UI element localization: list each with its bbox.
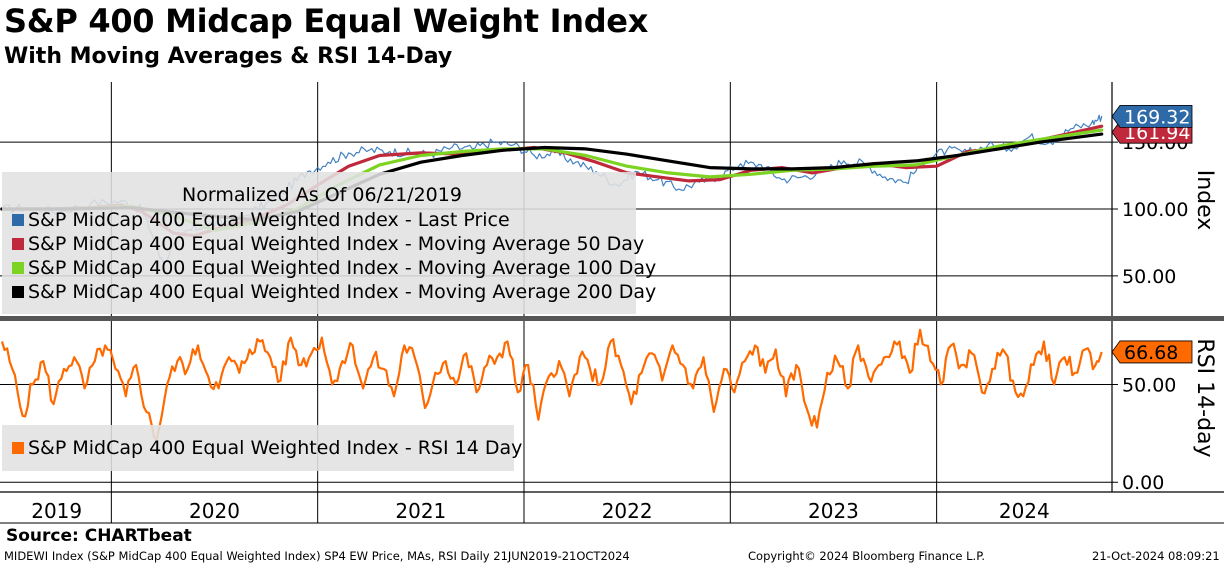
legend-label-ma200: S&P MidCap 400 Equal Weighted Index - Mo… <box>28 281 657 303</box>
legend-heading: Normalized As Of 06/21/2019 <box>182 184 462 206</box>
legend-item-ma200: S&P MidCap 400 Equal Weighted Index - Mo… <box>12 280 656 304</box>
rsi-legend: S&P MidCap 400 Equal Weighted Index - RS… <box>2 425 522 471</box>
legend-label-last-price: S&P MidCap 400 Equal Weighted Index - La… <box>28 209 510 231</box>
x-tick-label: 2021 <box>395 499 446 523</box>
footer-left: MIDEWI Index (S&P MidCap 400 Equal Weigh… <box>4 549 630 563</box>
rsi-last-value-tag: 66.68 <box>1111 340 1193 364</box>
rsi-last-value-tag-bg <box>1111 340 1193 364</box>
x-tick-label: 2020 <box>189 499 240 523</box>
legend-swatch-ma100 <box>12 262 24 274</box>
legend-item-ma100: S&P MidCap 400 Equal Weighted Index - Mo… <box>12 256 656 280</box>
x-tick-label: 2023 <box>808 499 859 523</box>
panel-divider <box>0 316 1224 321</box>
legend-swatch-rsi <box>12 442 24 454</box>
legend-item-last-price: S&P MidCap 400 Equal Weighted Index - La… <box>12 208 510 232</box>
legend-label-ma100: S&P MidCap 400 Equal Weighted Index - Mo… <box>28 257 657 279</box>
chart-title: S&P 400 Midcap Equal Weight Index <box>4 2 649 40</box>
rsi-tick-label: 0.00 <box>1122 472 1164 494</box>
price-last-value-tag-bg <box>1111 104 1193 128</box>
x-tick-label: 2019 <box>31 499 82 523</box>
price-legend: Normalized As Of 06/21/2019 S&P MidCap 4… <box>2 172 656 314</box>
rsi-axis-title: RSI 14-day <box>1192 338 1217 457</box>
legend-label-ma50: S&P MidCap 400 Equal Weighted Index - Mo… <box>28 233 645 255</box>
legend-item-ma50: S&P MidCap 400 Equal Weighted Index - Mo… <box>12 232 644 256</box>
chart-subtitle: With Moving Averages & RSI 14-Day <box>4 44 453 69</box>
footer-right: 21-Oct-2024 08:09:21 <box>1092 549 1220 563</box>
rsi-series-line <box>0 328 1103 441</box>
legend-swatch-ma50 <box>12 238 24 250</box>
price-tick-label: 50.00 <box>1122 266 1176 288</box>
price-last-value-tag: 169.32 <box>1111 104 1193 128</box>
legend-swatch-last-price <box>12 214 24 226</box>
legend-label-rsi: S&P MidCap 400 Equal Weighted Index - RS… <box>28 437 523 459</box>
price-tick-label: 100.00 <box>1122 199 1188 221</box>
x-tick-label: 2024 <box>999 499 1050 523</box>
footer-center: Copyright© 2024 Bloomberg Finance L.P. <box>748 549 985 563</box>
legend-item-rsi: S&P MidCap 400 Equal Weighted Index - RS… <box>12 436 522 460</box>
rsi-last-value-tag-text: 66.68 <box>1124 342 1178 364</box>
price-axis-title: Index <box>1192 170 1217 231</box>
price-last-value-tag-text: 169.32 <box>1124 106 1190 128</box>
x-tick-label: 2022 <box>602 499 653 523</box>
rsi-tick-label: 50.00 <box>1122 375 1176 397</box>
legend-swatch-ma200 <box>12 286 24 298</box>
source-note: Source: CHARTbeat <box>6 526 192 546</box>
